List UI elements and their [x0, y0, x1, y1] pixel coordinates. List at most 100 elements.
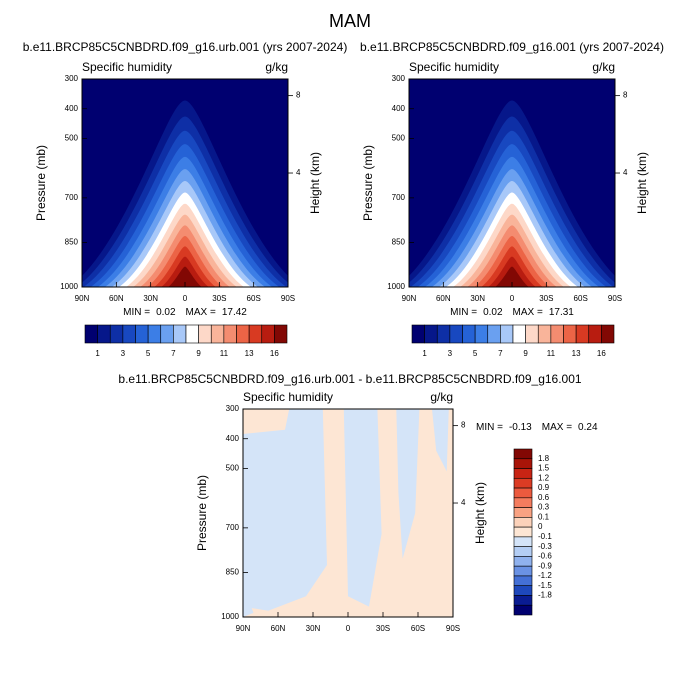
colorbar-box [513, 487, 533, 499]
colorbar-box [411, 324, 425, 344]
colorbar-box [500, 324, 514, 344]
colorbar-box [474, 324, 489, 344]
y-tick-label: 500 [65, 134, 79, 143]
colorbar-label: 5 [473, 349, 478, 358]
contour-fill [343, 409, 382, 607]
colorbar-label: 9 [523, 349, 528, 358]
colorbar-label: 0.3 [538, 503, 550, 512]
colorbar-box [173, 324, 187, 344]
colorbar-label: 7 [498, 349, 503, 358]
max-label: MAX = [513, 307, 543, 318]
colorbar-label: 16 [270, 349, 279, 358]
colorbar-label: -0.6 [538, 552, 552, 561]
y-tick-label: 1000 [60, 282, 78, 291]
colorbar-label: 3 [121, 349, 126, 358]
colorbar-box [147, 324, 162, 344]
y-tick-label: 850 [392, 238, 406, 247]
max-value: 17.42 [222, 307, 247, 318]
x-tick-label: 0 [346, 624, 351, 633]
colorbar-box [109, 324, 124, 344]
x-tick-label: 90S [608, 294, 622, 303]
y2-axis-label: Height (km) [635, 152, 649, 214]
colorbar-box [135, 324, 149, 344]
y2-tick-label: 8 [461, 421, 466, 430]
colorbar-box [248, 324, 263, 344]
min-max: MIN = 0.02 MAX = 17.31 [450, 307, 574, 318]
plot-area [409, 79, 615, 287]
right-string: g/kg [265, 60, 288, 74]
colorbar-label: -1.2 [538, 571, 552, 580]
y2-tick-label: 8 [623, 91, 628, 100]
colorbar-label: 9 [196, 349, 201, 358]
colorbar-label: 0 [538, 522, 543, 531]
colorbar-box [513, 526, 533, 538]
colorbar-box [513, 575, 533, 587]
colorbar-box [513, 604, 533, 616]
x-tick-label: 90S [446, 624, 460, 633]
colorbar-box [185, 324, 199, 344]
colorbar-box [513, 556, 533, 567]
colorbar-box [575, 324, 590, 344]
max-label: MAX = [542, 422, 572, 433]
x-tick-label: 0 [183, 294, 188, 303]
x-tick-label: 60N [436, 294, 451, 303]
right-string: g/kg [592, 60, 615, 74]
x-tick-label: 60N [109, 294, 124, 303]
x-tick-label: 30N [143, 294, 158, 303]
x-tick-label: 30N [306, 624, 321, 633]
colorbar-label: 0.1 [538, 512, 550, 521]
colorbar-box [513, 546, 533, 557]
colorbar-label: -0.3 [538, 542, 552, 551]
max-value: 0.24 [578, 422, 598, 433]
colorbar-label: 1 [95, 349, 100, 358]
y2-tick-label: 4 [461, 498, 466, 507]
y-tick-label: 850 [65, 238, 79, 247]
contour-fill [396, 409, 420, 559]
y-tick-label: 500 [226, 464, 240, 473]
colorbar-box [513, 477, 533, 489]
y-tick-label: 300 [226, 404, 240, 413]
y-tick-label: 700 [392, 193, 406, 202]
colorbar-label: -1.8 [538, 591, 552, 600]
x-tick-label: 90N [236, 624, 251, 633]
x-tick-label: 0 [510, 294, 515, 303]
contour-fill [243, 596, 254, 617]
y-tick-label: 400 [65, 104, 79, 113]
x-tick-label: 90S [281, 294, 295, 303]
y-axis-label: Pressure (mb) [195, 475, 209, 551]
colorbar-box [513, 517, 533, 528]
colorbar-box [97, 324, 111, 344]
contour-fill [168, 266, 202, 287]
contour-fill [432, 409, 449, 472]
y2-tick-label: 4 [623, 168, 628, 177]
colorbar-box [84, 324, 98, 344]
colorbar-box [513, 536, 533, 547]
colorbar-box [513, 595, 533, 606]
colorbar-box [601, 324, 615, 344]
colorbar-box [210, 324, 225, 344]
y2-tick-label: 4 [296, 168, 301, 177]
colorbar-box [513, 497, 533, 508]
colorbar-label: 13 [245, 349, 254, 358]
x-tick-label: 90N [402, 294, 417, 303]
min-label: MIN = [450, 307, 477, 318]
colorbar-box [563, 324, 577, 344]
colorbar-box [513, 448, 533, 460]
y-tick-label: 700 [65, 193, 79, 202]
y2-axis-label: Height (km) [308, 152, 322, 214]
colorbar-box [160, 324, 174, 344]
y-tick-label: 400 [226, 434, 240, 443]
colorbar-label: 7 [171, 349, 176, 358]
colorbar-box [198, 324, 212, 344]
colorbar-box [513, 565, 533, 577]
min-value: -0.13 [509, 422, 532, 433]
x-tick-label: 30N [470, 294, 485, 303]
panel-title: b.e11.BRCP85C5CNBDRD.f09_g16.001 (yrs 20… [360, 40, 664, 54]
left-string: Specific humidity [409, 60, 499, 74]
y2-tick-label: 8 [296, 91, 301, 100]
colorbar-box [513, 507, 533, 518]
colorbar-label: 16 [597, 349, 606, 358]
right-string: g/kg [430, 390, 453, 404]
panel-title: b.e11.BRCP85C5CNBDRD.f09_g16.urb.001 (yr… [23, 40, 348, 54]
